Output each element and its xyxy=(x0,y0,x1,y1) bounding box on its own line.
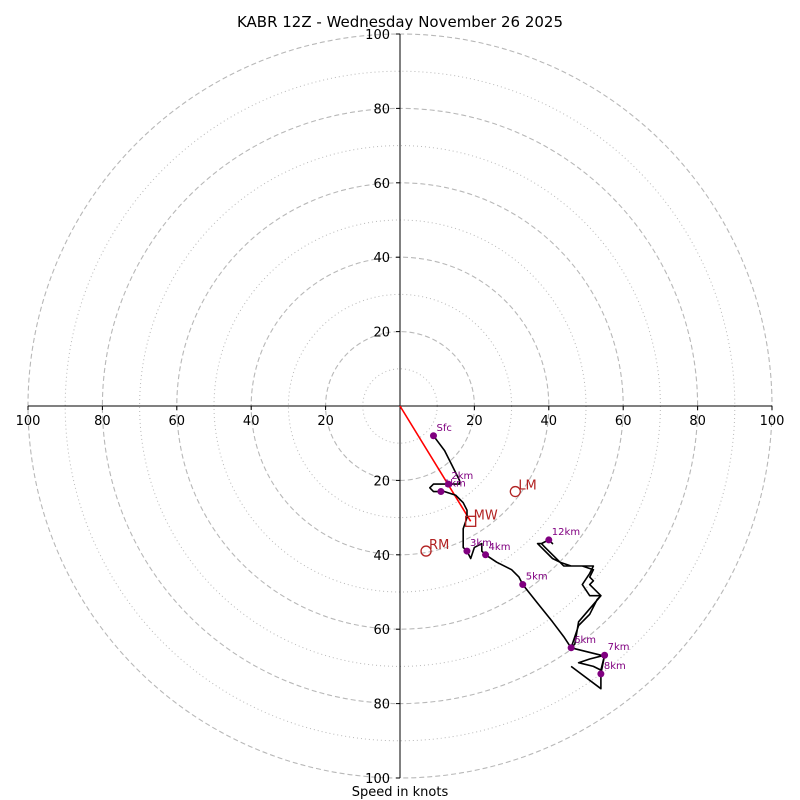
y-tick-label: 80 xyxy=(373,102,390,117)
height-marker xyxy=(444,480,452,488)
height-marker xyxy=(429,432,437,440)
height-marker-label: 5km xyxy=(526,572,548,583)
y-tick-label: 20 xyxy=(373,326,390,341)
x-tick-label: 20 xyxy=(466,414,483,429)
y-tick-label: 80 xyxy=(373,698,390,713)
height-marker-label: 8km xyxy=(604,661,626,672)
y-tick-label: 60 xyxy=(373,623,390,638)
x-tick-label: 100 xyxy=(16,414,41,429)
storm-motion-label: MW xyxy=(474,508,498,523)
height-marker-label: 3km xyxy=(470,538,492,549)
height-marker-label: 7km xyxy=(608,642,630,653)
x-tick-label: 20 xyxy=(317,414,334,429)
storm-motion-marker xyxy=(465,515,477,527)
y-tick-label: 20 xyxy=(373,474,390,489)
height-marker xyxy=(482,551,490,559)
storm-motion-label: RM xyxy=(429,538,449,553)
y-tick-label: 60 xyxy=(373,177,390,192)
height-marker xyxy=(463,547,471,555)
height-marker xyxy=(437,488,445,496)
y-tick-label: 100 xyxy=(365,772,390,787)
height-marker xyxy=(597,670,605,678)
y-tick-label: 100 xyxy=(365,28,390,43)
height-marker-label: Sfc xyxy=(436,423,451,434)
height-marker xyxy=(567,644,575,652)
y-tick-label: 40 xyxy=(373,251,390,266)
height-marker-label: 1km xyxy=(444,479,466,490)
x-tick-label: 80 xyxy=(94,414,111,429)
storm-motion-label: LM xyxy=(518,479,536,494)
chart-title: KABR 12Z - Wednesday November 26 2025 xyxy=(237,13,563,31)
height-marker-label: 2km xyxy=(451,471,473,482)
x-tick-label: 100 xyxy=(760,414,785,429)
height-marker xyxy=(601,651,609,659)
x-tick-label: 60 xyxy=(169,414,186,429)
x-tick-label: 80 xyxy=(689,414,706,429)
x-tick-label: 40 xyxy=(541,414,558,429)
x-tick-label: 60 xyxy=(615,414,632,429)
height-marker-label: 12km xyxy=(552,527,580,538)
storm-motion-marker xyxy=(420,545,432,557)
height-marker xyxy=(545,536,553,544)
storm-motion-marker xyxy=(509,485,521,498)
y-tick-label: 40 xyxy=(373,549,390,564)
x-axis-title: Speed in knots xyxy=(352,785,449,800)
mean-wind-vector xyxy=(399,405,472,522)
hodograph-trace xyxy=(428,435,606,690)
height-marker-label: 4km xyxy=(489,542,511,553)
height-marker-label: 6km xyxy=(574,635,596,646)
x-tick-label: 40 xyxy=(243,414,260,429)
height-marker xyxy=(519,581,527,589)
